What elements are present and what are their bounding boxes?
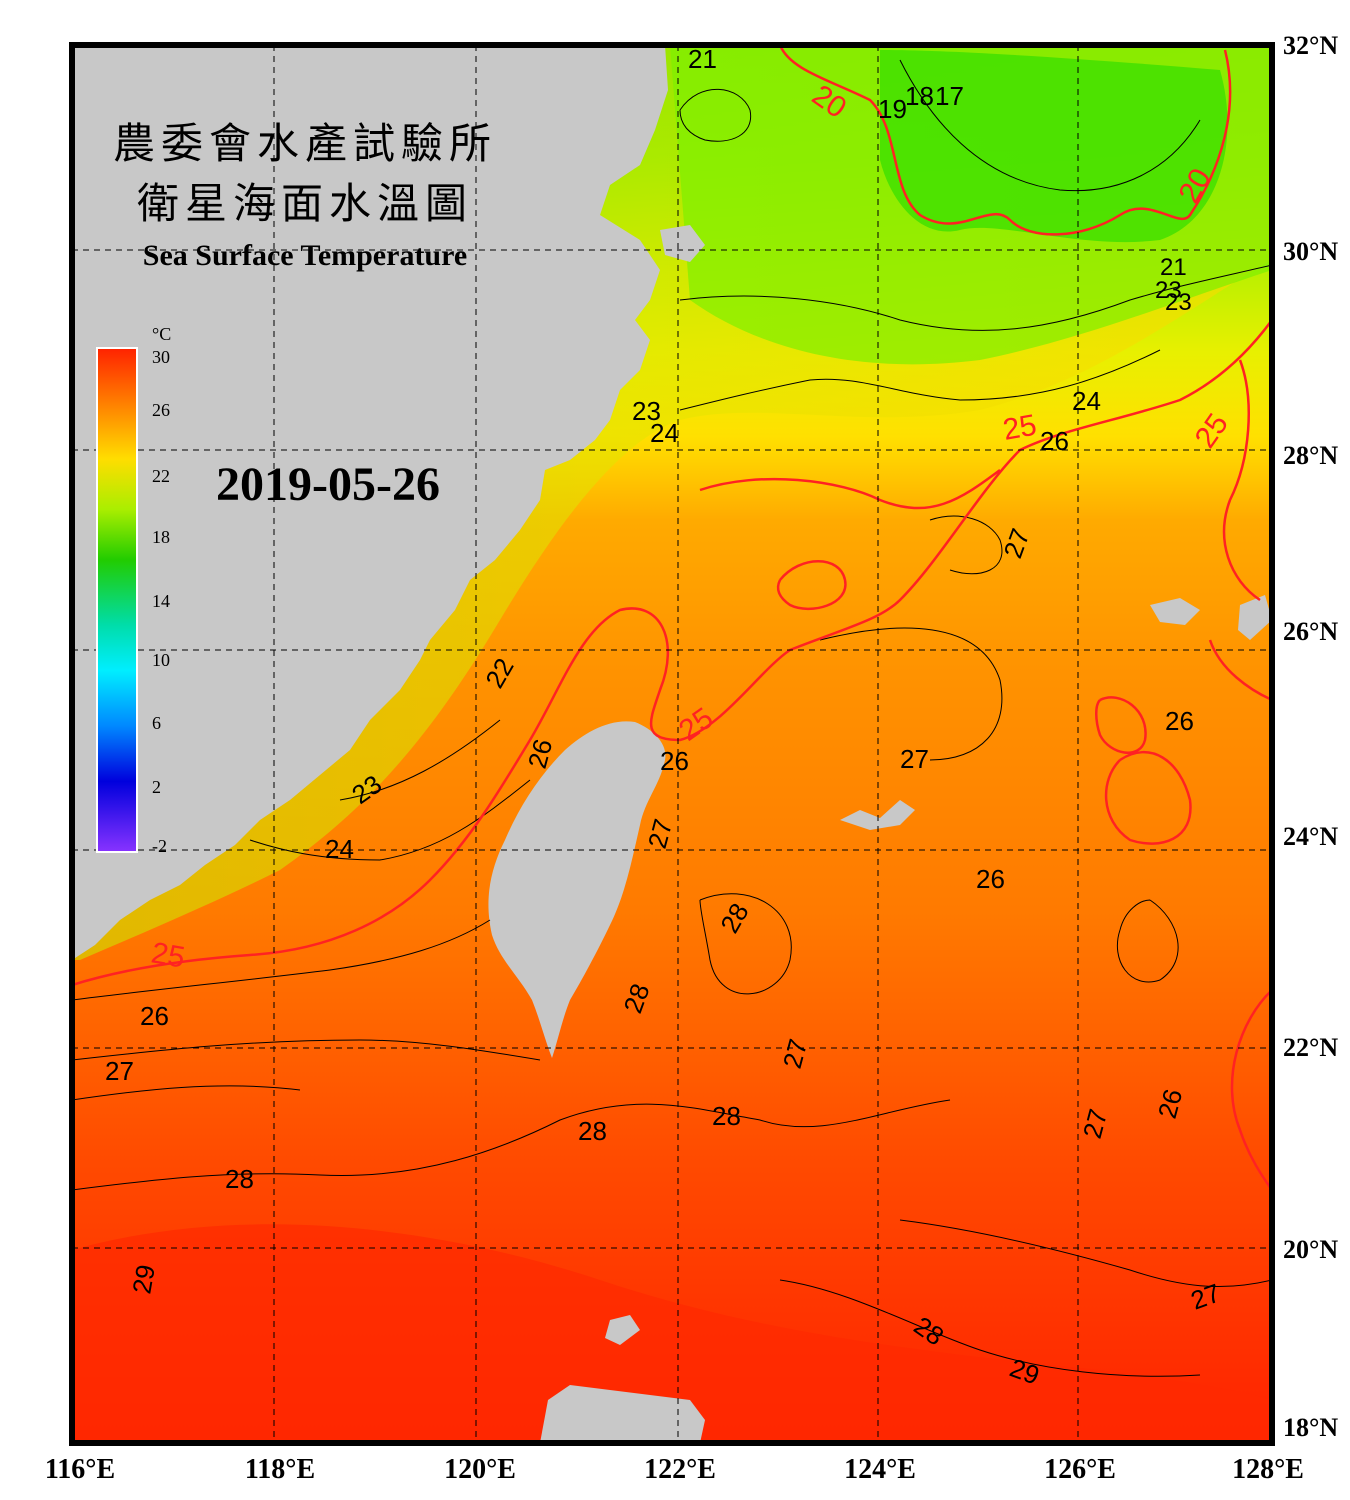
highlight-isotherms: [72, 45, 1272, 1191]
latitude-label: 24°N: [1283, 822, 1338, 851]
longitude-label: 128°E: [1232, 1454, 1304, 1485]
contour-label-21-east: 21: [1160, 254, 1187, 281]
colorbar-tick-label: 14: [152, 591, 170, 611]
colorbar: °C 30 26 22 18 14 10 6 2 -2: [96, 324, 171, 856]
ryukyu-islands: [1150, 598, 1200, 625]
contour-label-28-southwest: 28: [225, 1164, 254, 1194]
latitude-label: 22°N: [1283, 1033, 1338, 1062]
contour-label-26-east: 26: [1165, 706, 1194, 736]
zhoushan-islands: [660, 225, 705, 262]
contour-label-26-mid: 26: [976, 864, 1005, 894]
contour-label-24-east: 24: [1072, 386, 1101, 416]
colorbar-tick-label: 2: [152, 777, 161, 797]
contour-label-29-southwest: 29: [126, 1262, 161, 1296]
contour-label-28-center: 28: [712, 1101, 741, 1131]
contour-label-18: 18: [905, 81, 934, 111]
longitude-label: 120°E: [444, 1454, 516, 1485]
title-english: Sea Surface Temperature: [143, 239, 467, 272]
graticule: [72, 45, 1272, 1443]
latitude-label: 18°N: [1283, 1413, 1338, 1442]
colorbar-tick-label: 22: [152, 466, 170, 486]
contour-label-23-coast: 23: [632, 396, 661, 426]
ryukyu-islands-east: [1238, 595, 1272, 640]
contour-label-19: 19: [878, 94, 907, 124]
contour-label-23-east-2: 23: [1165, 289, 1192, 316]
longitude-label: 118°E: [245, 1454, 315, 1485]
latitude-axis: 32°N 30°N 28°N 26°N 24°N 22°N 20°N 18°N: [1283, 31, 1338, 1442]
contour-label-26-ne-taiwan: 26: [660, 746, 689, 776]
luzon-tip: [540, 1385, 705, 1443]
contour-label-27-east: 27: [900, 744, 929, 774]
taiwan-island: [488, 721, 666, 1058]
contour-label-27-west: 27: [105, 1056, 134, 1086]
contour-label-28-luzon-strait: 28: [578, 1116, 607, 1146]
contour-label-24-west: 24: [325, 834, 354, 864]
longitude-label: 124°E: [844, 1454, 916, 1485]
title-chinese-line1: 農委會水產試驗所: [113, 121, 497, 168]
longitude-label: 116°E: [45, 1454, 115, 1485]
contour-label-26-north: 26: [1040, 426, 1069, 456]
colorbar-unit: °C: [152, 324, 171, 344]
okinawa-islands: [840, 800, 915, 830]
colorbar-ramp: [96, 347, 138, 853]
colorbar-tick-label: 18: [152, 527, 170, 547]
batanes-islands: [605, 1315, 640, 1345]
colorbar-tick-label: 26: [152, 400, 170, 420]
colorbar-tick-label: -2: [152, 836, 167, 856]
latitude-label: 30°N: [1283, 237, 1338, 266]
map-date: 2019-05-26: [216, 458, 440, 511]
colorbar-tick-label: 10: [152, 650, 170, 670]
latitude-label: 20°N: [1283, 1235, 1338, 1264]
cold-core-north: [880, 50, 1228, 243]
contour-label-25-center: 25: [1000, 409, 1039, 447]
contour-label-24-coast: 24: [650, 418, 679, 448]
title-chinese-line2: 衛星海面水溫圖: [137, 182, 473, 228]
longitude-label: 122°E: [644, 1454, 716, 1485]
latitude-label: 26°N: [1283, 617, 1338, 646]
isotherm-lines: [72, 59, 1272, 1377]
colorbar-tick-label: 6: [152, 713, 161, 733]
longitude-axis: 116°E 118°E 120°E 122°E 124°E 126°E 128°…: [45, 1454, 1304, 1485]
latitude-label: 32°N: [1283, 31, 1338, 60]
warm-core-south: [72, 1224, 1272, 1443]
latitude-label: 28°N: [1283, 441, 1338, 470]
map-border: [69, 42, 1275, 1446]
longitude-label: 126°E: [1044, 1454, 1116, 1485]
contour-label-26-west: 26: [140, 1001, 169, 1031]
china-mainland: [72, 45, 668, 960]
contour-label-23-east: 23: [1155, 277, 1182, 304]
contour-label-25-west: 25: [149, 936, 188, 974]
colorbar-tick-label: 30: [152, 347, 170, 367]
contour-label-17: 17: [935, 81, 964, 111]
contour-label-21: 21: [688, 44, 717, 74]
